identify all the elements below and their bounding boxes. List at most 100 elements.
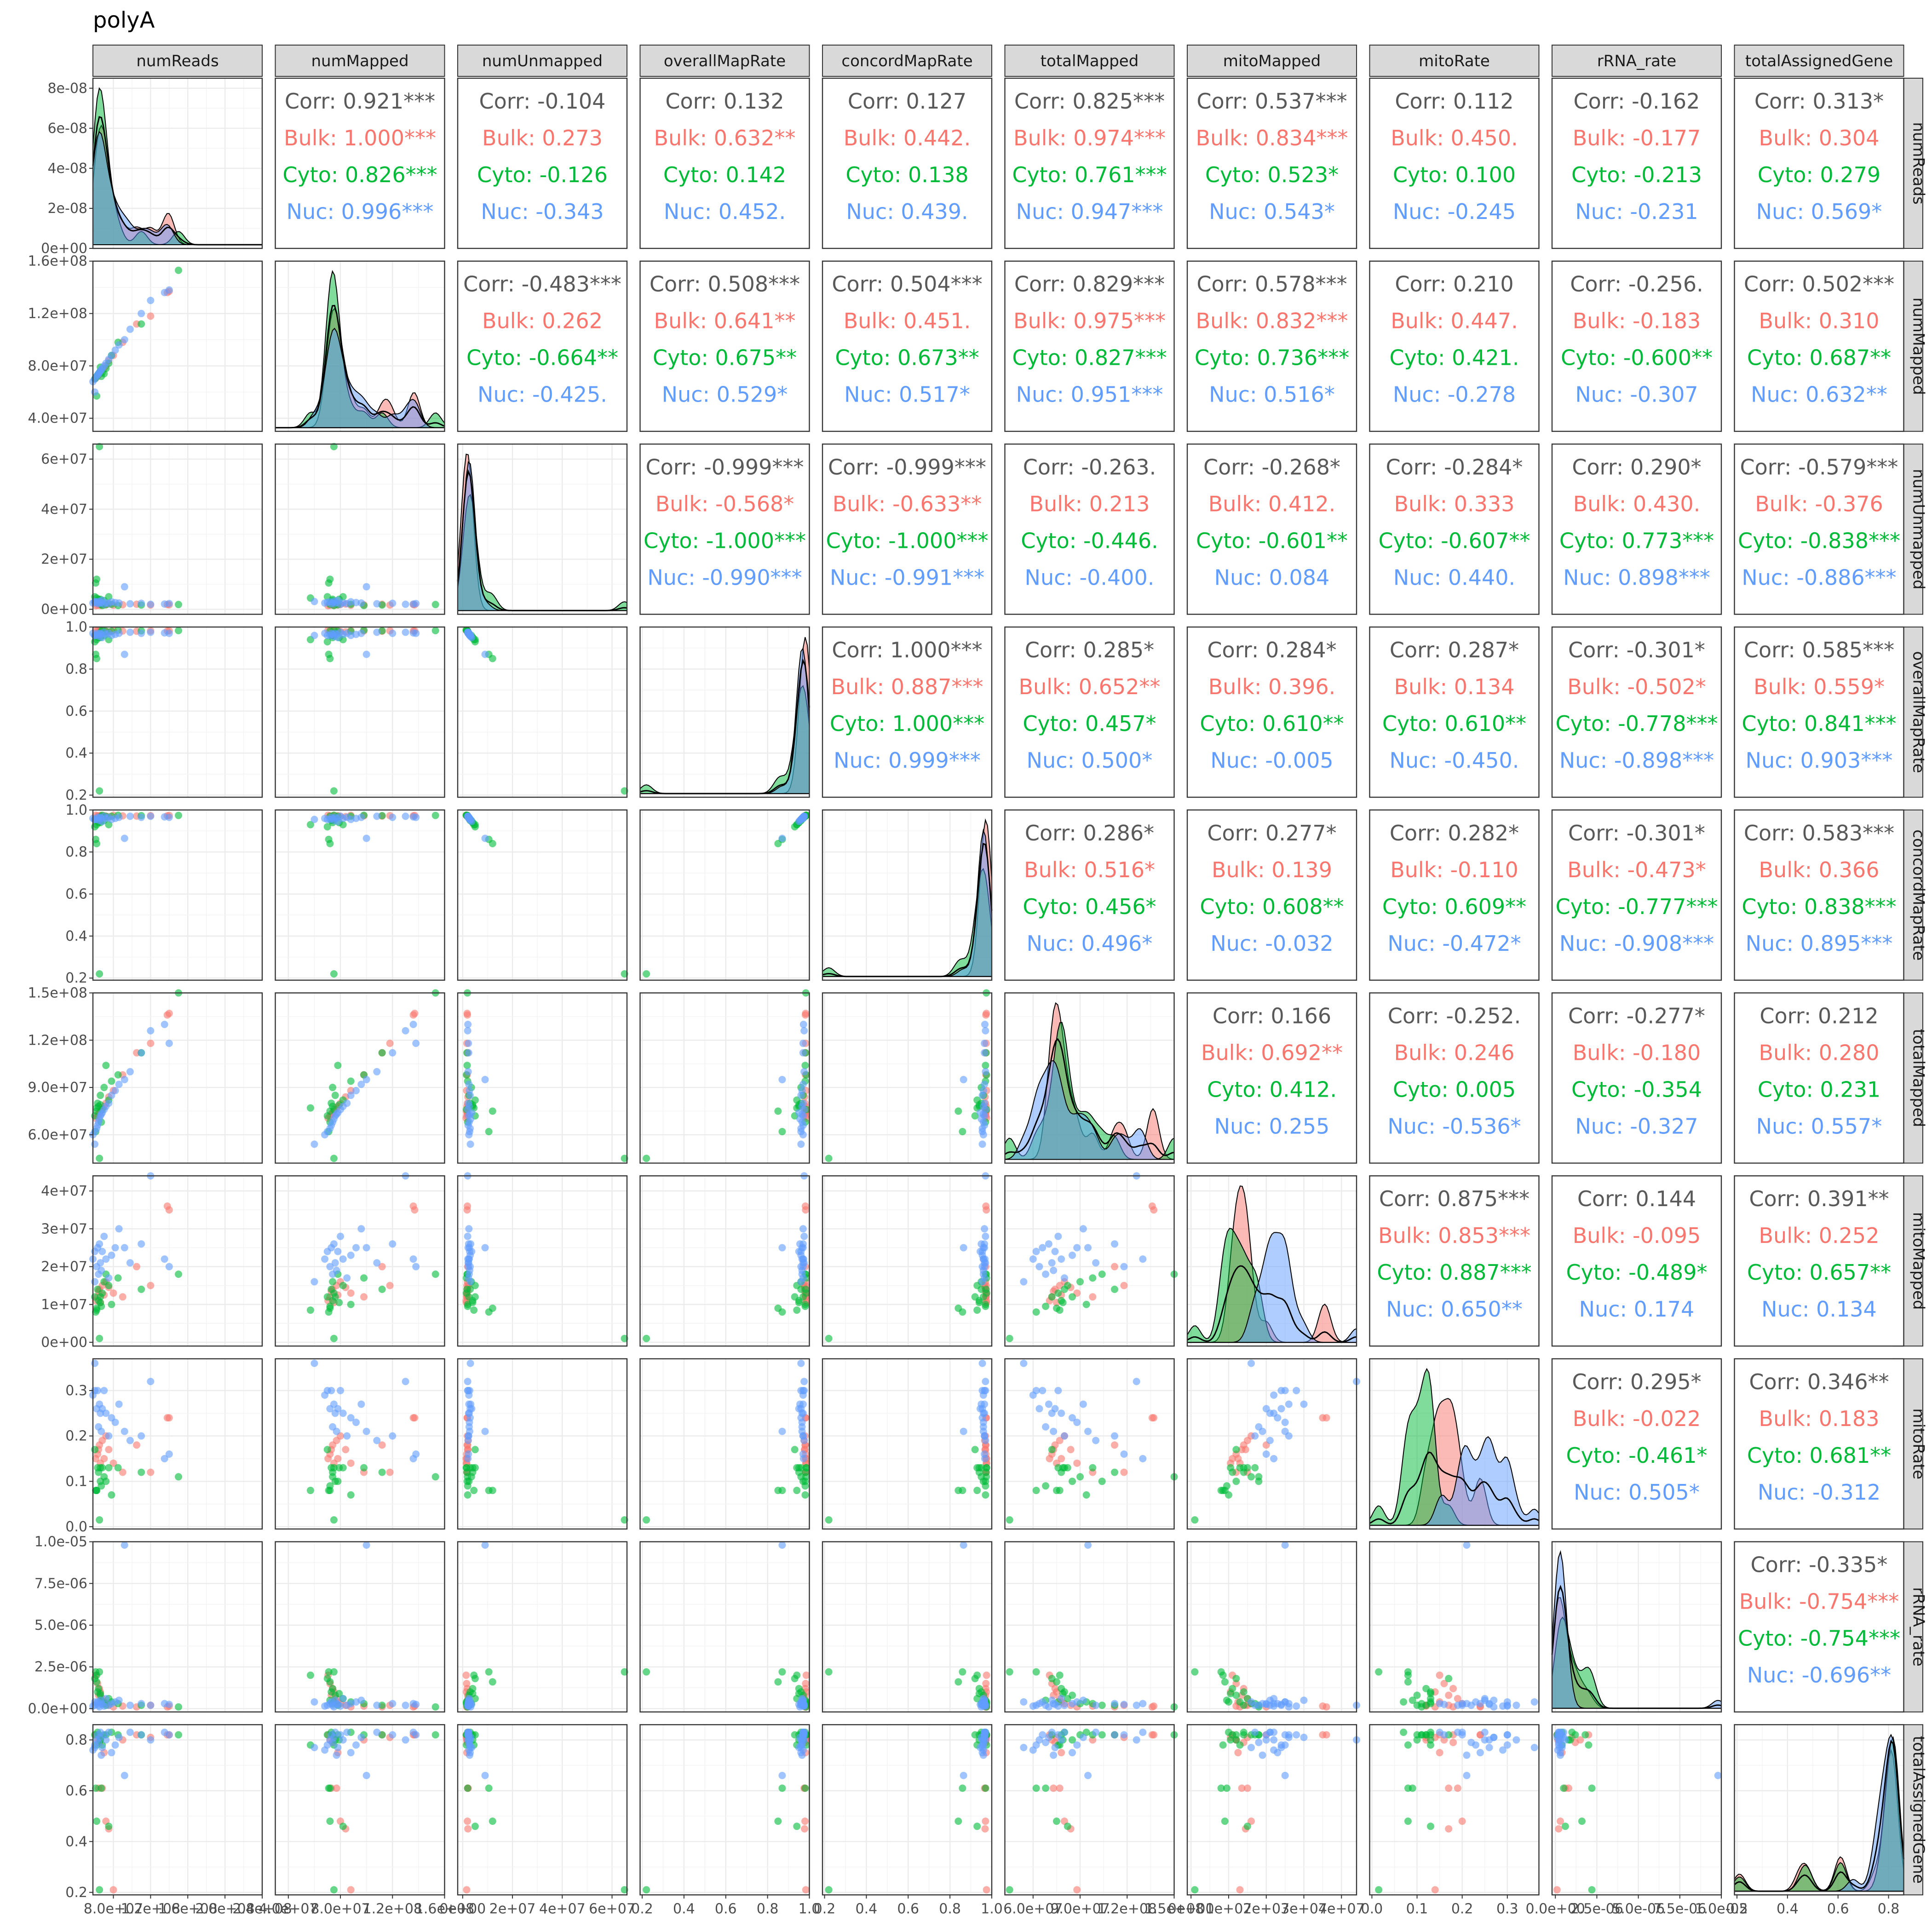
y-tick-label: 2e+07 (41, 1259, 87, 1275)
scatter-point-bulk (1319, 1731, 1327, 1739)
scatter-point-cyto (326, 1678, 334, 1686)
panel-border (92, 1358, 263, 1530)
scatter-point-cyto (621, 1886, 628, 1894)
scatter-point-nuc (409, 1255, 417, 1263)
scatter-point-cyto (1191, 1516, 1199, 1524)
corr-bulk: Bulk: 0.139 (1212, 857, 1332, 882)
scatter-point-nuc (1054, 1232, 1062, 1240)
scatter-point-cyto (330, 970, 338, 978)
scatter-point-nuc (978, 1140, 986, 1148)
scatter-point-nuc (147, 1027, 155, 1035)
scatter-point-nuc (981, 1731, 989, 1739)
scatter-point-bulk (1150, 1414, 1158, 1422)
corr-overall: Corr: -0.999*** (646, 454, 804, 479)
corr-cyto: Cyto: -0.777*** (1556, 894, 1718, 919)
scatter-point-nuc (373, 1437, 381, 1444)
scatter-point-cyto (1571, 1731, 1579, 1739)
scatter-point-cyto (1585, 1741, 1593, 1749)
panel-mitoRate-totalAssignedGene: Corr: 0.346** Bulk: 0.183 Cyto: 0.681** Nuc… (1734, 1358, 1904, 1530)
row-strip-label: rRNA_rate (1909, 1587, 1928, 1666)
scatter-point-nuc (121, 1541, 128, 1549)
scatter-point-nuc (465, 1099, 472, 1107)
panel-totalAssignedGene-numUnmapped (457, 1724, 628, 1896)
corr-overall: Corr: -0.277* (1568, 1004, 1705, 1029)
corr-overall: Corr: 0.391** (1749, 1186, 1889, 1211)
scatter-point-nuc (978, 1744, 986, 1752)
scatter-point-cyto (98, 1784, 105, 1792)
scatter-point-cyto (778, 1127, 786, 1135)
scatter-point-nuc (465, 1240, 472, 1248)
scatter-point-nuc (481, 1541, 489, 1549)
scatter-point-cyto (793, 1823, 801, 1830)
scatter-point-nuc (978, 1359, 986, 1367)
panel-border (275, 1724, 445, 1896)
y-tick-label: 0.0 (65, 1519, 87, 1535)
scatter-point-nuc (91, 1140, 99, 1148)
scatter-point-nuc (111, 1419, 119, 1426)
scatter-point-nuc (1060, 1702, 1068, 1709)
panel-border (1186, 260, 1357, 432)
panel-concordMapRate-rRNA_rate: Corr: -0.301* Bulk: -0.473* Cyto: -0.777**… (1551, 809, 1722, 981)
scatter-point-nuc (981, 1225, 989, 1233)
scatter-point-nuc (94, 1386, 102, 1394)
corr-cyto: Cyto: 0.421. (1390, 345, 1519, 370)
y-tick-label: 2.5e-06 (34, 1659, 87, 1675)
scatter-point-bulk (463, 1206, 471, 1214)
scatter-point-nuc (800, 1232, 808, 1240)
scatter-point-cyto (778, 1784, 786, 1792)
scatter-point-nuc (115, 1733, 123, 1741)
density-overall (1551, 1585, 1722, 1709)
panel-mitoMapped-numReads (89, 1172, 263, 1347)
scatter-point-nuc (778, 1244, 786, 1252)
scatter-point-nuc (347, 1749, 355, 1757)
scatter-point-cyto (643, 1668, 650, 1676)
corr-bulk: Bulk: 0.280 (1759, 1041, 1880, 1065)
scatter-point-cyto (1404, 1817, 1412, 1825)
panel-border (1004, 1724, 1175, 1896)
corr-bulk: Bulk: 0.262 (482, 309, 603, 334)
scatter-point-nuc (799, 1049, 807, 1057)
panel-border (457, 443, 628, 615)
scatter-point-nuc (111, 1741, 119, 1749)
panel-background (93, 1725, 262, 1895)
scatter-point-bulk (165, 1414, 173, 1422)
scatter-point-cyto (1076, 1278, 1084, 1286)
x-tick-label: 2.5e-06 (1570, 1901, 1623, 1917)
column-strip-label: totalAssignedGene (1745, 52, 1893, 70)
corr-bulk: Bulk: 0.183 (1759, 1406, 1880, 1431)
scatter-point-cyto (973, 1282, 981, 1289)
scatter-point-nuc (147, 1702, 155, 1709)
scatter-point-nuc (466, 1419, 473, 1426)
panel-background (822, 1358, 992, 1529)
panel-numReads-totalAssignedGene: Corr: 0.313* Bulk: 0.304 Cyto: 0.279 Nuc: 0… (1734, 77, 1904, 249)
scatter-point-cyto (1082, 1300, 1090, 1308)
scatter-point-nuc (1032, 1386, 1040, 1394)
scatter-point-nuc (1285, 1432, 1293, 1440)
scatter-point-nuc (98, 1751, 105, 1759)
scatter-point-nuc (339, 1695, 347, 1702)
panel-totalMapped-mitoMapped: Corr: 0.166 Bulk: 0.692** Cyto: 0.412. Nuc:… (1186, 992, 1357, 1164)
scatter-point-nuc (1111, 1432, 1119, 1440)
scatter-point-bulk (802, 1010, 810, 1018)
corr-nuc: Nuc: -0.990*** (647, 565, 802, 590)
column-strip-label: overallMapRate (664, 52, 786, 70)
scatter-point-nuc (126, 628, 134, 636)
scatter-point-cyto (464, 1473, 472, 1481)
corr-overall: Corr: -0.335* (1751, 1552, 1888, 1577)
scatter-point-cyto (96, 787, 104, 795)
corr-nuc: Nuc: -0.991*** (830, 565, 984, 590)
y-tick-label: 1.0 (65, 619, 87, 635)
scatter-point-nuc (464, 1027, 472, 1035)
scatter-point-bulk (1073, 1886, 1081, 1894)
panel-numUnmapped-mitoRate: Corr: -0.284* Bulk: 0.333 Cyto: -0.607** Nu… (1369, 443, 1540, 615)
scatter-point-cyto (93, 1487, 101, 1495)
corr-bulk: Bulk: -0.754*** (1739, 1589, 1899, 1614)
row-strip-label: mitoMapped (1909, 1212, 1928, 1310)
x-tick-label: 2e+07 (1243, 1901, 1289, 1917)
scatter-point-cyto (1426, 1690, 1434, 1697)
scatter-point-cyto (621, 1155, 628, 1162)
scatter-point-cyto (1251, 1464, 1259, 1472)
scatter-point-nuc (1270, 1391, 1278, 1399)
corr-nuc: Nuc: 0.898*** (1563, 565, 1710, 590)
x-tick-label: 0.8 (939, 1901, 961, 1917)
